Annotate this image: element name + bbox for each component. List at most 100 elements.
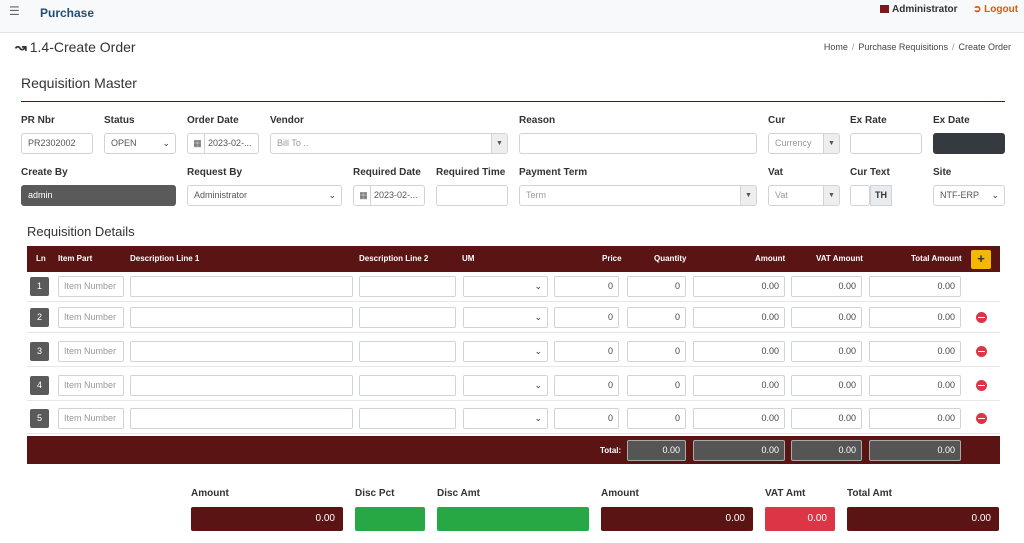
- breadcrumb-purchase-requisitions[interactable]: Purchase Requisitions: [858, 42, 948, 52]
- vendor-select[interactable]: Bill To .. ▼: [270, 133, 508, 154]
- price-input[interactable]: 0: [554, 276, 619, 297]
- vat-label: Vat: [768, 167, 784, 178]
- vat-amount-field: 0.00: [791, 341, 862, 362]
- desc-line1-input[interactable]: [130, 276, 353, 297]
- um-select[interactable]: ⌄: [463, 341, 548, 362]
- um-select[interactable]: ⌄: [463, 375, 548, 396]
- caret-down-icon: ▼: [740, 186, 756, 205]
- top-navbar: ☰ Purchase Administrator ➲ Logout: [0, 0, 1024, 33]
- price-input[interactable]: 0: [554, 375, 619, 396]
- quantity-input[interactable]: 0: [627, 341, 686, 362]
- payment-term-select[interactable]: Term ▼: [519, 185, 757, 206]
- disc-pct-label: Disc Pct: [355, 488, 395, 499]
- vat-select[interactable]: Vat ▼: [768, 185, 840, 206]
- quantity-input[interactable]: 0: [627, 375, 686, 396]
- col-ln: Ln: [36, 254, 46, 263]
- remove-row-icon[interactable]: [976, 346, 987, 357]
- total-amt-label: Total Amt: [847, 488, 892, 499]
- hamburger-icon[interactable]: ☰: [9, 4, 20, 18]
- requisition-master-title: Requisition Master: [21, 75, 137, 91]
- desc-line2-input[interactable]: [359, 375, 456, 396]
- caret-down-icon: ▼: [823, 186, 839, 205]
- ex-rate-input[interactable]: [850, 133, 922, 154]
- quantity-input[interactable]: 0: [627, 276, 686, 297]
- create-by-input[interactable]: admin: [21, 185, 176, 206]
- price-input[interactable]: 0: [554, 307, 619, 328]
- disc-pct-input[interactable]: [355, 507, 425, 531]
- remove-row-icon[interactable]: [976, 380, 987, 391]
- amount-field: 0.00: [693, 276, 785, 297]
- col-quantity: Quantity: [654, 254, 687, 263]
- desc-line2-input[interactable]: [359, 408, 456, 429]
- chevron-down-icon: ⌄: [162, 138, 170, 148]
- remove-row-icon[interactable]: [976, 413, 987, 424]
- required-time-input[interactable]: [436, 185, 508, 206]
- quantity-input[interactable]: 0: [627, 408, 686, 429]
- chevron-down-icon: ⌄: [991, 190, 999, 200]
- total-amount-field: 0.00: [869, 341, 961, 362]
- item-part-input[interactable]: Item Number: [58, 276, 124, 297]
- um-select[interactable]: ⌄: [463, 276, 548, 297]
- vat-amt-field: 0.00: [765, 507, 835, 531]
- price-input[interactable]: 0: [554, 341, 619, 362]
- request-by-select[interactable]: Administrator ⌄: [187, 185, 342, 206]
- desc-line1-input[interactable]: [130, 408, 353, 429]
- user-name: Administrator: [892, 4, 958, 15]
- line-number-badge: 4: [30, 376, 49, 395]
- col-desc2: Description Line 2: [359, 254, 429, 263]
- cur-text-label: Cur Text: [850, 167, 890, 178]
- um-select[interactable]: ⌄: [463, 408, 548, 429]
- disc-amt-input[interactable]: [437, 507, 589, 531]
- desc-line1-input[interactable]: [130, 375, 353, 396]
- site-select[interactable]: NTF-ERP ⌄: [933, 185, 1005, 206]
- chevron-down-icon: ⌄: [534, 281, 542, 291]
- pr-nbr-label: PR Nbr: [21, 115, 55, 126]
- summary-amount2-label: Amount: [601, 488, 639, 499]
- item-part-input[interactable]: Item Number: [58, 341, 124, 362]
- desc-line2-input[interactable]: [359, 276, 456, 297]
- required-date-input[interactable]: ▦ 2023-02-...: [353, 185, 425, 206]
- cur-text-input[interactable]: [850, 185, 870, 206]
- total-amt-field: 0.00: [847, 507, 999, 531]
- desc-line2-input[interactable]: [359, 341, 456, 362]
- breadcrumb-home[interactable]: Home: [823, 42, 848, 52]
- vat-amt-label: VAT Amt: [765, 488, 806, 499]
- ex-date-input[interactable]: [933, 133, 1005, 154]
- reason-label: Reason: [519, 115, 556, 126]
- calendar-icon: ▦: [191, 134, 205, 153]
- amount-field: 0.00: [693, 341, 785, 362]
- add-row-button[interactable]: +: [971, 250, 991, 269]
- ex-date-label: Ex Date: [933, 115, 970, 126]
- um-select[interactable]: ⌄: [463, 307, 548, 328]
- summary-amount-field: 0.00: [191, 507, 343, 531]
- item-part-input[interactable]: Item Number: [58, 408, 124, 429]
- quantity-input[interactable]: 0: [627, 307, 686, 328]
- amount-field: 0.00: [693, 307, 785, 328]
- status-select[interactable]: OPEN ⌄: [104, 133, 176, 154]
- currency-placeholder: Currency: [775, 138, 812, 148]
- item-part-input[interactable]: Item Number: [58, 375, 124, 396]
- col-amount: Amount: [755, 254, 786, 263]
- pr-nbr-input[interactable]: PR2302002: [21, 133, 93, 154]
- required-time-label: Required Time: [436, 167, 506, 178]
- brand-link[interactable]: Purchase: [40, 6, 95, 20]
- desc-line2-input[interactable]: [359, 307, 456, 328]
- total-label: Total:: [600, 446, 622, 455]
- user-menu[interactable]: Administrator: [880, 4, 958, 15]
- price-input[interactable]: 0: [554, 408, 619, 429]
- details-table-header: Ln Item Part Description Line 1 Descript…: [27, 246, 1000, 272]
- chevron-down-icon: ⌄: [534, 380, 542, 390]
- logout-link[interactable]: ➲ Logout: [973, 4, 1018, 15]
- item-part-input[interactable]: Item Number: [58, 307, 124, 328]
- requisition-details-title: Requisition Details: [27, 224, 135, 239]
- row-divider: [27, 433, 1000, 434]
- remove-row-icon[interactable]: [976, 312, 987, 323]
- desc-line1-input[interactable]: [130, 341, 353, 362]
- order-date-input[interactable]: ▦ 2023-02-...: [187, 133, 259, 154]
- currency-select[interactable]: Currency ▼: [768, 133, 840, 154]
- total-total-amount: 0.00: [869, 440, 961, 461]
- reason-input[interactable]: [519, 133, 757, 154]
- desc-line1-input[interactable]: [130, 307, 353, 328]
- line-chart-icon: ↝: [15, 39, 27, 55]
- col-item-part: Item Part: [58, 254, 93, 263]
